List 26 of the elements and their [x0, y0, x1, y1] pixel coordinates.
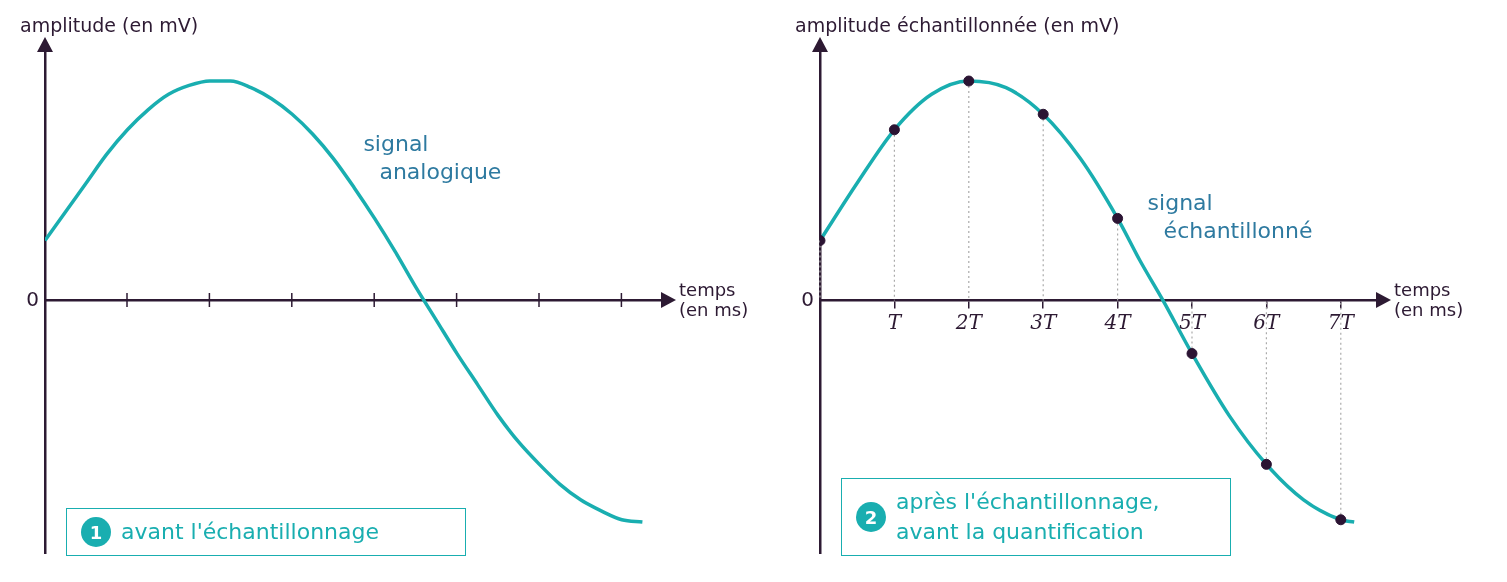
point: [888, 124, 900, 136]
x-tick-label: 6T: [1253, 309, 1282, 334]
x-axis-title: temps (en ms): [1394, 279, 1465, 320]
point: [1112, 212, 1124, 224]
x-tick-label: 5T: [1178, 309, 1207, 334]
x-tick-label: 2T: [954, 309, 984, 334]
series-label: signal échantillonné: [1147, 190, 1313, 244]
x-tick-label: T: [887, 309, 903, 334]
text: 0: [26, 286, 39, 311]
x-tick-label: 3T: [1030, 309, 1058, 334]
y-axis-title: amplitude échantillonnée (en mV): [795, 14, 1120, 36]
point: [1260, 458, 1272, 470]
annotation: avant l'échantillonnage: [121, 518, 379, 546]
y-axis-title: amplitude (en mV): [20, 14, 199, 36]
number-badge: 2: [856, 502, 886, 532]
text: 0: [801, 286, 814, 311]
x-tick-label: 7T: [1327, 309, 1356, 334]
number-badge: 1: [81, 517, 111, 547]
x-tick-label: 4T: [1103, 309, 1133, 334]
point: [1037, 108, 1049, 120]
point: [1335, 514, 1347, 526]
point: [1186, 348, 1198, 360]
point: [963, 75, 975, 87]
x-axis-title: temps (en ms): [679, 279, 750, 320]
series-label: signal analogique: [363, 130, 502, 184]
annotation: après l'échantillonnage, avant la quantification: [896, 488, 1161, 546]
